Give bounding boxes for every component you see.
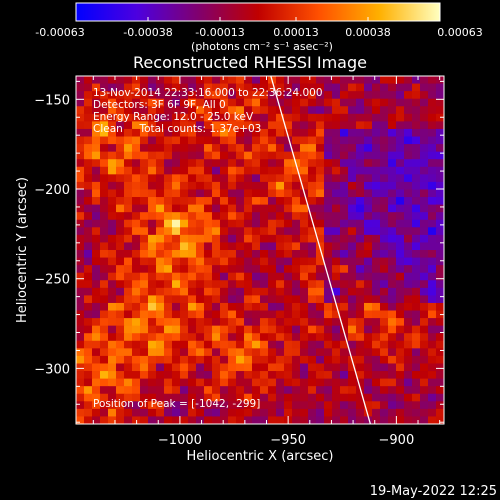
colorbar-tick-label-1: -0.00038 (123, 26, 172, 39)
colorbar-tick-label-3: 0.00013 (273, 26, 319, 39)
annotation-total-counts: Clean Total counts: 1.37e+03 (93, 123, 261, 135)
chart-title: Reconstructed RHESSI Image (133, 53, 367, 72)
heatmap-image (76, 76, 444, 424)
y-axis-label: Heliocentric Y (arcsec) (15, 177, 30, 323)
x-axis-label: Heliocentric X (arcsec) (187, 449, 334, 464)
colorbar-tick-label-4: 0.00038 (345, 26, 391, 39)
annotation-peak-position: Position of Peak = [-1042, -299] (93, 398, 260, 410)
solar-limb-line (270, 76, 372, 424)
colorbar: -0.00063 -0.00038 -0.00013 0.00013 0.000… (35, 2, 483, 53)
y-tick-label-2: −250 (34, 273, 70, 288)
annotation-time-range: 13-Nov-2014 22:33:16.000 to 22:36:24.000 (93, 87, 323, 99)
colorbar-gradient (75, 2, 441, 22)
y-tick-label-0: −150 (34, 93, 70, 108)
colorbar-tick-label-5: 0.00063 (437, 26, 483, 39)
x-tick-label-1: −950 (270, 433, 306, 448)
footer-timestamp: 19-May-2022 12:25 (370, 484, 497, 499)
axis-ticks (76, 76, 444, 424)
y-tick-label-1: −200 (34, 183, 70, 198)
x-tick-label-0: −1000 (158, 433, 202, 448)
annotations: 13-Nov-2014 22:33:16.000 to 22:36:24.000… (93, 87, 323, 410)
annotation-energy-range: Energy Range: 12.0 - 25.0 keV (93, 111, 254, 123)
colorbar-tick-label-2: -0.00013 (195, 26, 244, 39)
colorbar-unit-label: (photons cm⁻² s⁻¹ asec⁻²) (191, 40, 333, 53)
plot-frame (75, 75, 445, 425)
colorbar-tick-label-0: -0.00063 (35, 26, 84, 39)
annotation-detectors: Detectors: 3F 6F 9F, All 0 (93, 99, 226, 111)
y-tick-label-3: −300 (34, 362, 70, 377)
colorbar-ticks (147, 17, 369, 21)
x-tick-label-2: −900 (379, 433, 415, 448)
